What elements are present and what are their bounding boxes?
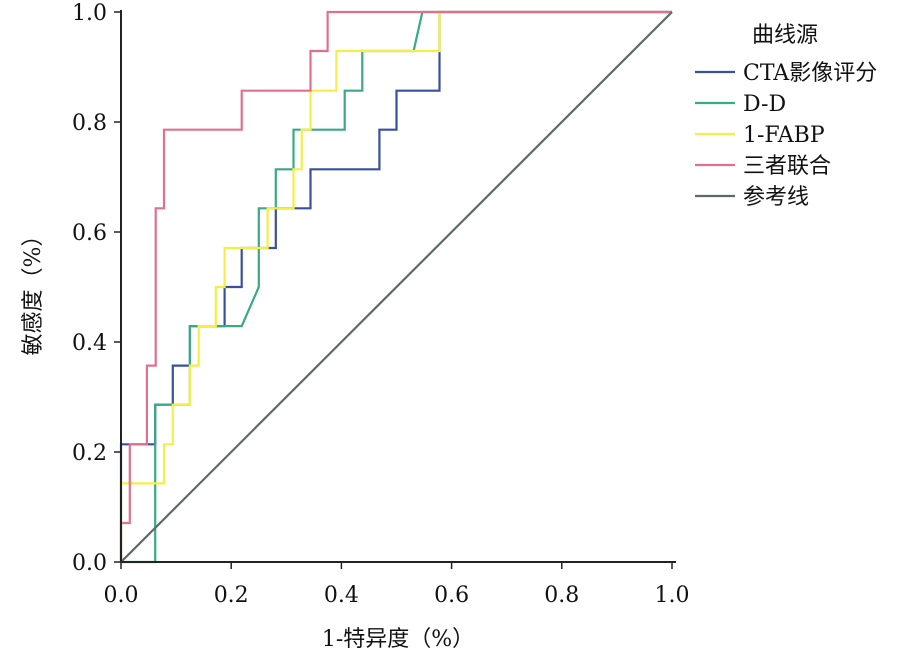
legend-label: 1-FABP [743,123,825,148]
y-tick-label: 1.0 [72,1,107,26]
series-line-i-fabp [119,10,672,562]
x-tick-label: 0.0 [104,583,139,608]
series-line-combined [119,10,672,562]
y-tick-label: 0.0 [72,551,107,576]
y-tick-label: 0.2 [72,441,107,466]
x-tick-label: 0.6 [434,583,469,608]
series-line-reference [120,11,673,563]
legend-label: 参考线 [743,185,809,210]
x-axis-title: 1-特异度（%） [322,627,474,652]
y-tick-label: 0.4 [72,331,107,356]
x-tick-label: 0.2 [214,583,249,608]
y-axis-title: 敏感度（%） [21,225,46,356]
legend-label: D-D [743,92,786,117]
legend-label: 三者联合 [743,154,831,179]
x-tick-label: 0.4 [324,583,359,608]
y-tick-label: 0.8 [72,111,107,136]
ticks-group: 0.0 0.2 0.4 0.6 0.8 1.0 0.0 0.2 0.4 0.6 0.8 1.0 [72,1,690,608]
y-tick-label: 0.6 [72,221,107,246]
axes-group [120,10,676,563]
series-group [119,10,673,564]
x-tick-label: 1.0 [655,583,690,608]
legend-label: CTA影像评分 [743,61,877,86]
x-tick-label: 0.8 [544,583,579,608]
legend-title: 曲线源 [752,23,818,48]
